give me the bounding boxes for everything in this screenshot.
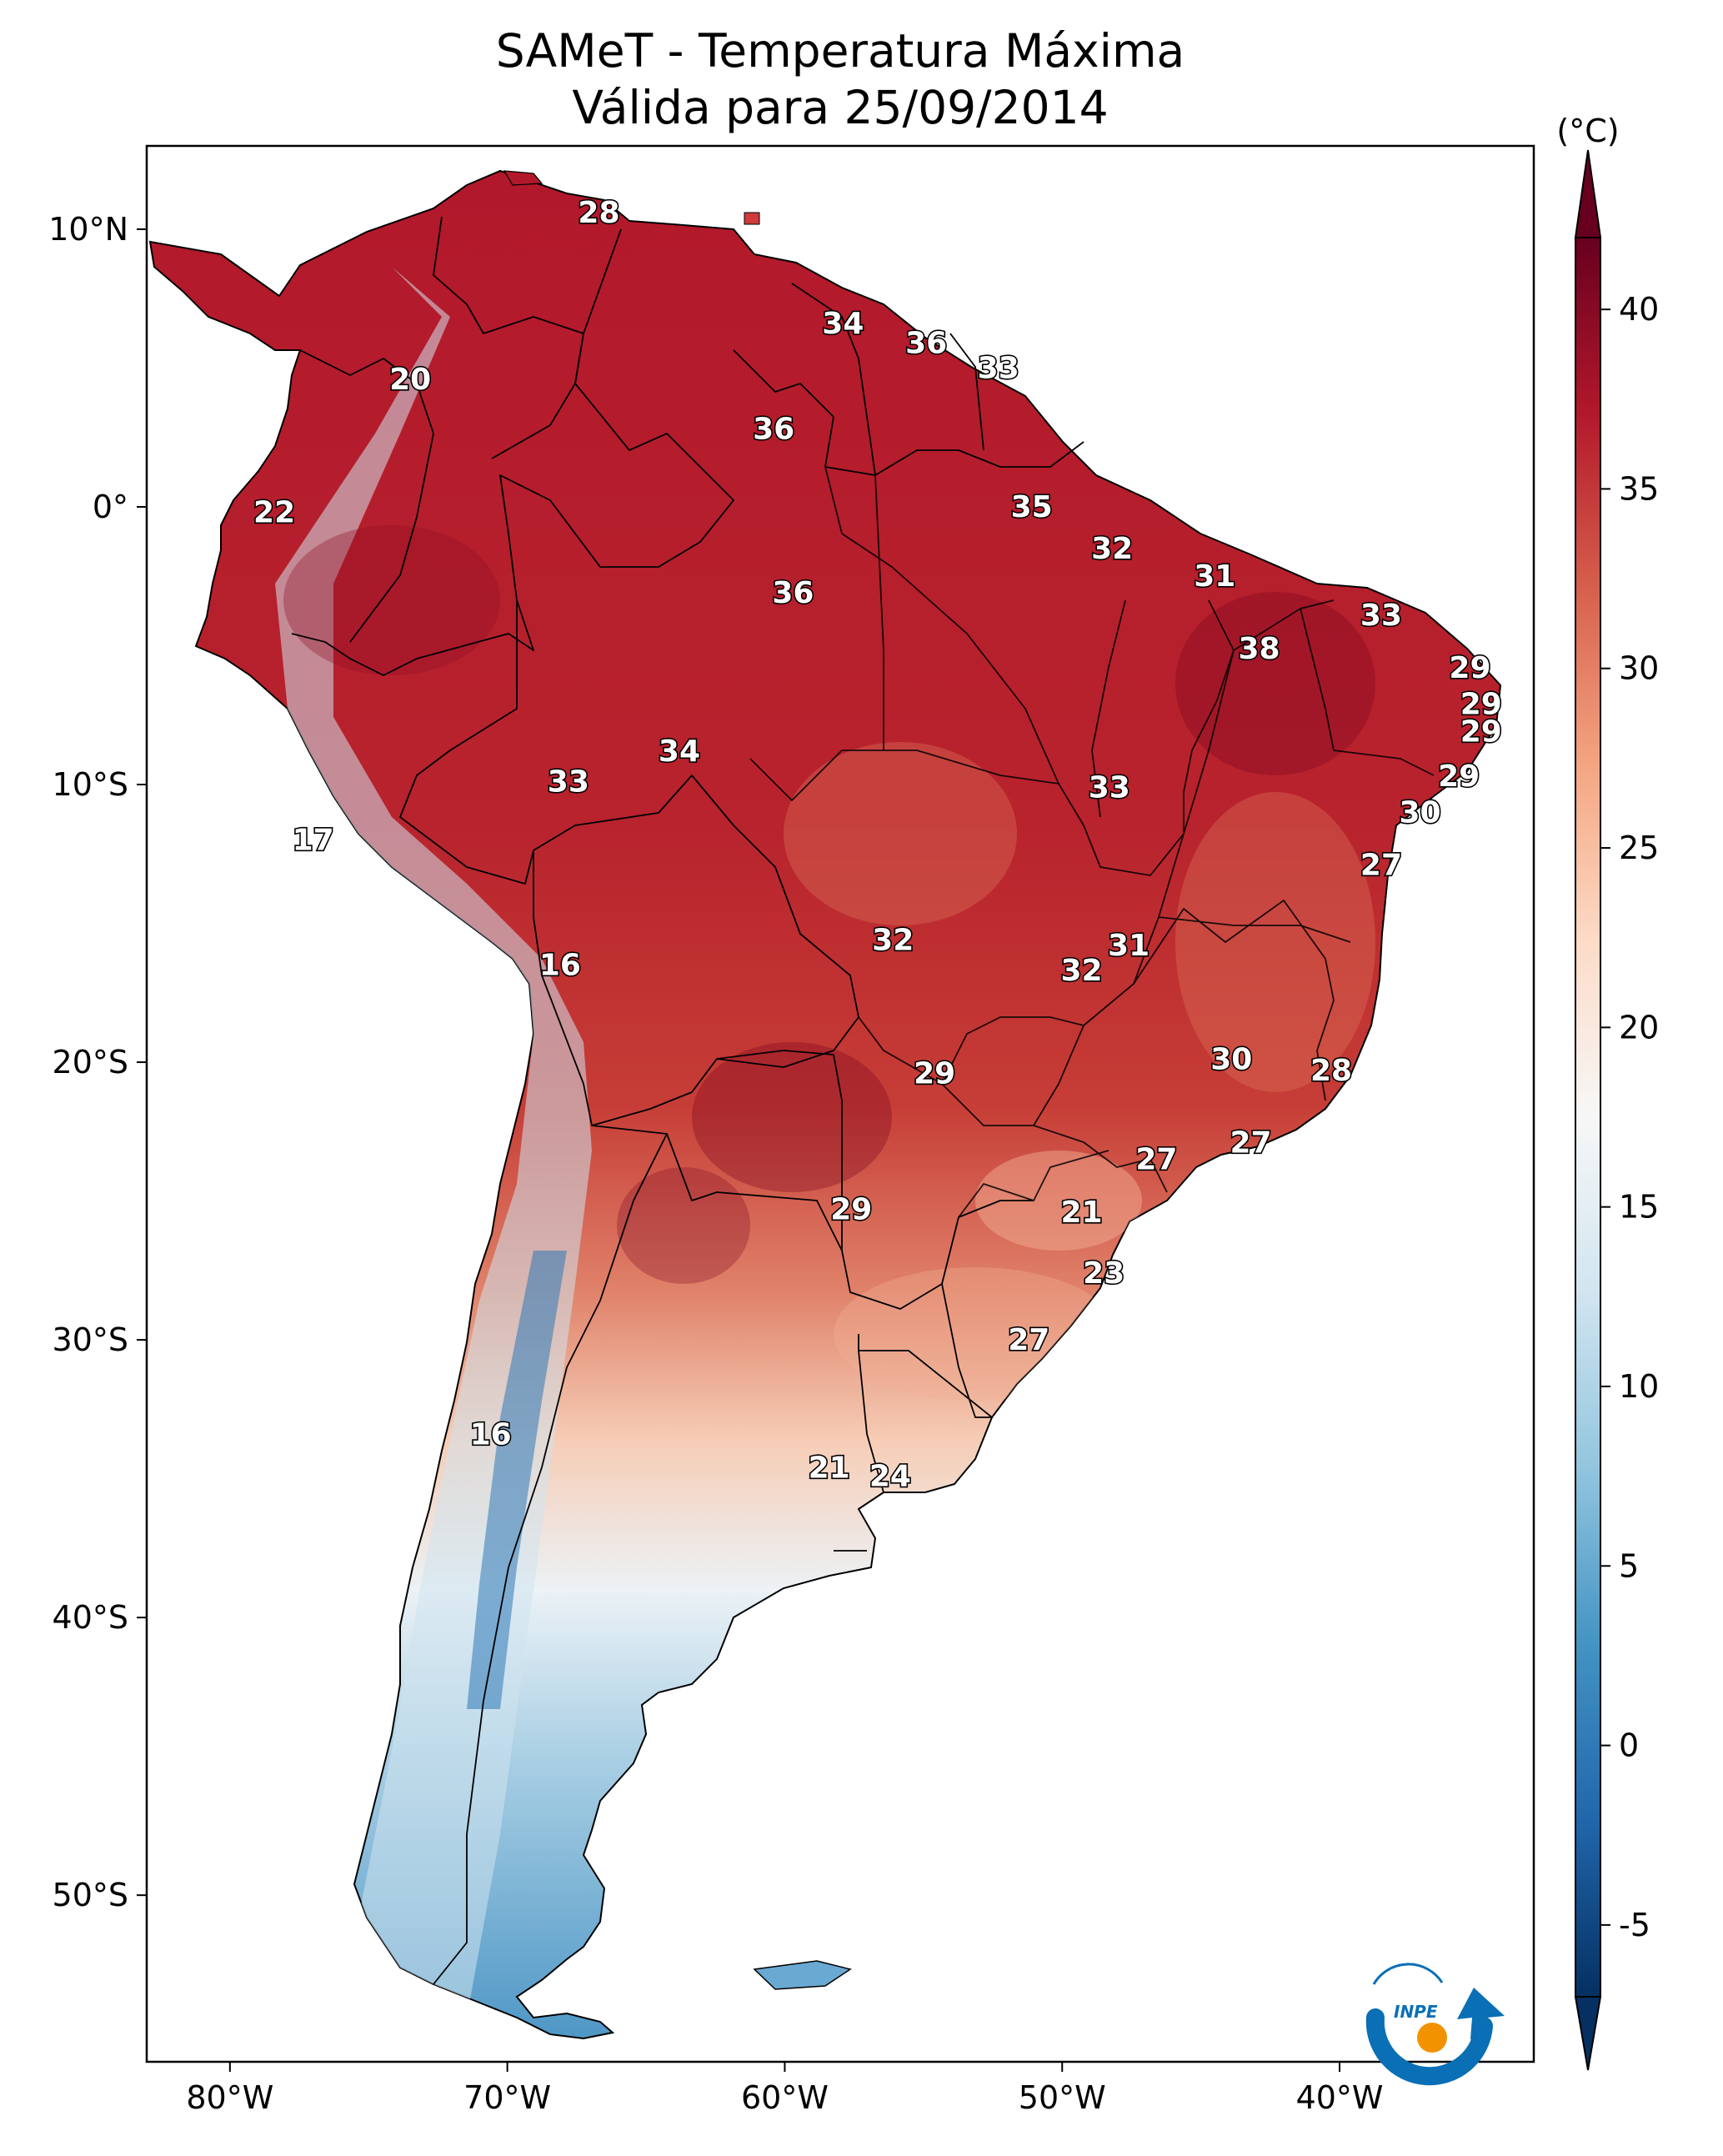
- colorbar-body: [1575, 237, 1601, 1998]
- station-label: 24: [869, 1459, 911, 1493]
- map-title-line2: Válida para 25/09/2014: [572, 81, 1108, 134]
- station-label: 27: [1135, 1143, 1177, 1177]
- lat-tick-label: 30°S: [53, 1321, 128, 1358]
- lat-tick-label: 10°N: [48, 211, 128, 248]
- latitude-axis: 10°N 0° 10°S 20°S 30°S 40°S 50°S: [48, 211, 147, 1913]
- station-label: 27: [1008, 1323, 1049, 1357]
- station-label: 27: [1360, 849, 1402, 883]
- station-label: 31: [1194, 559, 1235, 594]
- land-temperature-field: [148, 169, 1502, 2040]
- station-label: 34: [822, 307, 864, 341]
- lon-tick-label: 40°W: [1296, 2079, 1384, 2116]
- map-frame: [145, 144, 1535, 2063]
- station-label: 29: [914, 1056, 955, 1091]
- colorbar-unit-label: (°C): [1556, 113, 1619, 149]
- station-label: 33: [1089, 770, 1130, 805]
- station-label: 32: [1060, 954, 1102, 988]
- colorbar-top-extension: [1574, 149, 1602, 238]
- longitude-axis: 80°W 70°W 60°W 50°W 40°W: [186, 2062, 1384, 2116]
- lon-tick-label: 60°W: [741, 2079, 829, 2116]
- station-label: 33: [978, 351, 1019, 385]
- inpe-logo-arc: [1365, 2008, 1493, 2086]
- station-label: 29: [1438, 760, 1480, 794]
- colorbar-tick-label: 5: [1619, 1547, 1639, 1584]
- colorbar-tick-label: 30: [1619, 650, 1659, 687]
- station-label: 32: [872, 924, 914, 958]
- colorbar-bottom-extension: [1574, 1996, 1602, 2071]
- station-label: 29: [1460, 715, 1502, 750]
- station-label: 31: [1108, 929, 1150, 963]
- inpe-logo: INPE: [1365, 1963, 1505, 2086]
- lat-tick-label: 0°: [93, 489, 128, 525]
- state-borders: [749, 466, 1435, 1218]
- lat-tick-label: 40°S: [53, 1599, 128, 1636]
- station-label: 36: [753, 413, 794, 447]
- station-label: 36: [772, 576, 814, 610]
- lon-tick-label: 50°W: [1019, 2079, 1106, 2116]
- lat-tick-label: 10°S: [53, 766, 128, 803]
- station-label: 36: [905, 326, 947, 360]
- map-title-line1: SAMeT - Temperatura Máxima: [496, 24, 1185, 78]
- colorbar-tick-label: 0: [1619, 1727, 1639, 1764]
- station-label: 29: [1449, 651, 1490, 685]
- inpe-logo-arrow: [1457, 1988, 1505, 2039]
- station-label: 33: [548, 765, 589, 800]
- colorbar-tick-label: 35: [1619, 470, 1659, 507]
- station-label: 33: [1360, 599, 1402, 633]
- country-borders: [291, 216, 1084, 1985]
- inpe-logo-sun: [1417, 2023, 1447, 2053]
- station-label: 16: [470, 1417, 512, 1452]
- lon-tick-label: 80°W: [186, 2079, 273, 2116]
- colorbar-tick-label: 25: [1619, 830, 1659, 866]
- station-label: 30: [1399, 795, 1440, 830]
- lon-tick-label: 70°W: [463, 2079, 551, 2116]
- station-label: 21: [809, 1451, 850, 1485]
- station-label: 28: [578, 196, 619, 230]
- station-label: 32: [1091, 532, 1133, 566]
- colorbar-tick-label: 15: [1619, 1189, 1659, 1226]
- station-label: 34: [659, 735, 700, 769]
- inpe-logo-text: INPE: [1394, 2002, 1438, 2022]
- colorbar-tick-label: 10: [1619, 1368, 1659, 1405]
- station-label: 30: [1210, 1043, 1252, 1077]
- lat-tick-label: 50°S: [53, 1877, 128, 1913]
- station-label: 28: [1310, 1054, 1352, 1088]
- station-label: 22: [253, 496, 295, 530]
- station-label: 27: [1230, 1126, 1271, 1161]
- lat-tick-label: 20°S: [53, 1044, 128, 1081]
- colorbar-ticks: 40 35 30 25 20 15 10 5 0 -5: [1600, 291, 1659, 1943]
- colorbar-tick-label: 20: [1619, 1009, 1659, 1045]
- colorbar-tick-label: -5: [1619, 1907, 1650, 1943]
- colorbar-tick-label: 40: [1619, 291, 1659, 328]
- colorbar: (°C) 40 35 30 25 20 15 10 5 0 -5: [1556, 113, 1659, 2071]
- station-label: 35: [1011, 490, 1053, 524]
- station-label: 29: [1460, 687, 1502, 721]
- station-label: 20: [389, 363, 431, 397]
- station-label: 17: [293, 824, 334, 858]
- station-label: 21: [1060, 1196, 1102, 1230]
- station-label: 29: [830, 1193, 872, 1227]
- station-label: 23: [1083, 1256, 1124, 1291]
- station-label: 38: [1238, 632, 1280, 666]
- station-label: 16: [539, 948, 581, 982]
